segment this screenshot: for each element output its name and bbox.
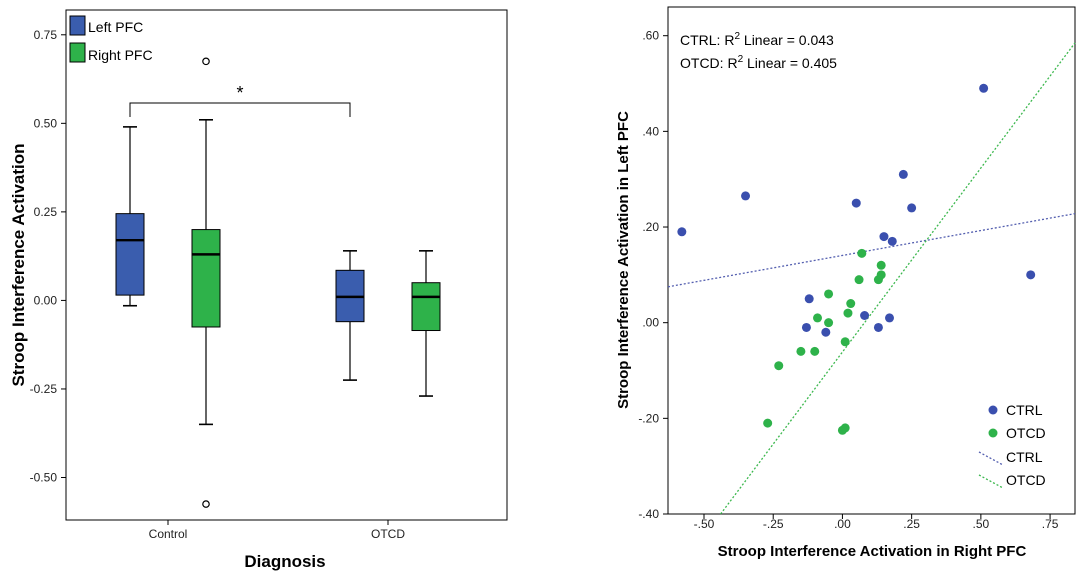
significance-star: * bbox=[236, 83, 243, 103]
scatter-panel: .60 .40 .20 .00 -.20 -.40 -.50 -.25 .00 .25 .50 .7… bbox=[615, 6, 1076, 560]
boxplot-y-tick-label: -0.25 bbox=[30, 382, 58, 396]
scatter-y-tick-label: .20 bbox=[642, 220, 659, 234]
legend-label-left-pfc: Left PFC bbox=[88, 19, 143, 35]
outlier-point bbox=[202, 500, 210, 508]
data-point-otcd bbox=[824, 289, 834, 299]
boxplot-y-tick-label: 0.25 bbox=[34, 205, 58, 219]
legend-point-otcd bbox=[988, 428, 998, 438]
scatter-x-axis-title: Stroop Interference Activation in Right … bbox=[718, 543, 1027, 560]
legend-line-ctrl bbox=[978, 451, 1004, 466]
data-point-ctrl bbox=[884, 313, 894, 323]
data-point-otcd bbox=[763, 418, 773, 428]
data-point-ctrl bbox=[898, 169, 908, 179]
data-point-otcd bbox=[843, 308, 853, 318]
data-point-otcd bbox=[840, 337, 850, 347]
box-iqr bbox=[411, 282, 441, 332]
data-point-ctrl bbox=[907, 203, 917, 213]
scatter-y-tick-label: .60 bbox=[642, 29, 659, 43]
boxplot-y-ticks: 0.75 0.50 0.25 0.00 -0.25 -0.50 bbox=[30, 28, 66, 485]
boxplot-boxes bbox=[115, 57, 441, 508]
outlier-point bbox=[202, 57, 210, 66]
scatter-y-tick-label: -.40 bbox=[638, 507, 659, 521]
scatter-y-tick-label: -.20 bbox=[638, 411, 659, 425]
boxplot-y-tick-label: 0.00 bbox=[34, 293, 58, 307]
boxplot-y-tick-label: 0.50 bbox=[34, 116, 58, 130]
boxplot-y-tick-label: 0.75 bbox=[34, 28, 58, 42]
boxplot-y-axis-title: Stroop Interference Activation bbox=[9, 143, 28, 386]
scatter-fit-lines bbox=[667, 42, 1076, 515]
scatter-x-tick-label: .25 bbox=[903, 517, 920, 531]
scatter-y-ticks: .60 .40 .20 .00 -.20 -.40 bbox=[638, 29, 668, 521]
legend-point-ctrl bbox=[988, 405, 998, 415]
boxplot-panel: 0.75 0.50 0.25 0.00 -0.25 -0.50 Control OTCD *… bbox=[9, 9, 508, 571]
boxplot-x-tick-label: Control bbox=[149, 527, 188, 541]
data-point-ctrl bbox=[879, 232, 889, 242]
boxplot-x-tick-label: OTCD bbox=[371, 527, 405, 541]
legend-swatch-left-pfc bbox=[69, 15, 86, 36]
data-point-ctrl bbox=[801, 322, 811, 332]
annotation-otcd-r2: OTCD: R2 Linear = 0.405 bbox=[680, 54, 837, 71]
box-iqr bbox=[191, 229, 221, 328]
legend-swatch-right-pfc bbox=[69, 42, 86, 63]
boxplot-legend: Left PFC Right PFC bbox=[69, 15, 153, 63]
legend-label-otcd-points: OTCD bbox=[1006, 425, 1046, 441]
boxplot-frame bbox=[65, 9, 508, 521]
legend-label-ctrl-points: CTRL bbox=[1006, 402, 1043, 418]
scatter-x-tick-label: -.50 bbox=[694, 517, 715, 531]
box-iqr bbox=[115, 213, 145, 296]
significance-line bbox=[129, 102, 351, 117]
data-point-otcd bbox=[876, 270, 886, 280]
boxplot-y-tick-label: -0.50 bbox=[30, 471, 58, 485]
scatter-x-tick-label: -.25 bbox=[763, 517, 784, 531]
scatter-x-tick-label: .00 bbox=[834, 517, 851, 531]
data-point-ctrl bbox=[979, 83, 989, 93]
data-point-otcd bbox=[846, 299, 856, 309]
data-point-ctrl bbox=[1026, 270, 1036, 280]
data-point-ctrl bbox=[851, 198, 861, 208]
data-point-ctrl bbox=[821, 327, 831, 337]
data-point-otcd bbox=[810, 346, 820, 356]
data-point-ctrl bbox=[887, 236, 897, 246]
fit-line-otcd bbox=[720, 42, 1076, 515]
scatter-x-tick-label: .75 bbox=[1042, 517, 1059, 531]
legend-label-ctrl-line: CTRL bbox=[1006, 449, 1043, 465]
data-point-otcd bbox=[774, 361, 784, 371]
scatter-y-tick-label: .00 bbox=[642, 316, 659, 330]
legend-line-otcd bbox=[978, 474, 1004, 489]
scatter-y-axis-title: Stroop Interference Activation in Left P… bbox=[615, 111, 632, 409]
legend-label-right-pfc: Right PFC bbox=[88, 47, 153, 63]
data-point-otcd bbox=[857, 248, 867, 258]
significance-bracket: * bbox=[129, 83, 351, 117]
data-point-otcd bbox=[840, 423, 850, 433]
data-point-otcd bbox=[796, 346, 806, 356]
annotation-ctrl-r2: CTRL: R2 Linear = 0.043 bbox=[680, 31, 834, 48]
data-point-otcd bbox=[876, 260, 886, 270]
data-point-ctrl bbox=[804, 294, 814, 304]
data-point-otcd bbox=[813, 313, 823, 323]
scatter-x-tick-label: .50 bbox=[973, 517, 990, 531]
scatter-points bbox=[677, 83, 1036, 435]
data-point-ctrl bbox=[741, 191, 751, 201]
fit-line-ctrl bbox=[667, 212, 1076, 288]
data-point-ctrl bbox=[860, 311, 870, 321]
data-point-otcd bbox=[824, 318, 834, 328]
legend-label-otcd-line: OTCD bbox=[1006, 472, 1046, 488]
scatter-legend: CTRL OTCD CTRL OTCD bbox=[978, 402, 1046, 489]
data-point-ctrl bbox=[677, 227, 687, 237]
data-point-ctrl bbox=[873, 322, 883, 332]
data-point-otcd bbox=[854, 275, 864, 285]
scatter-frame bbox=[667, 6, 1076, 515]
scatter-y-tick-label: .40 bbox=[642, 124, 659, 138]
boxplot-x-axis-title: Diagnosis bbox=[244, 552, 325, 571]
boxplot-x-ticks: Control OTCD bbox=[149, 520, 405, 541]
scatter-x-ticks: -.50 -.25 .00 .25 .50 .75 bbox=[694, 514, 1059, 531]
